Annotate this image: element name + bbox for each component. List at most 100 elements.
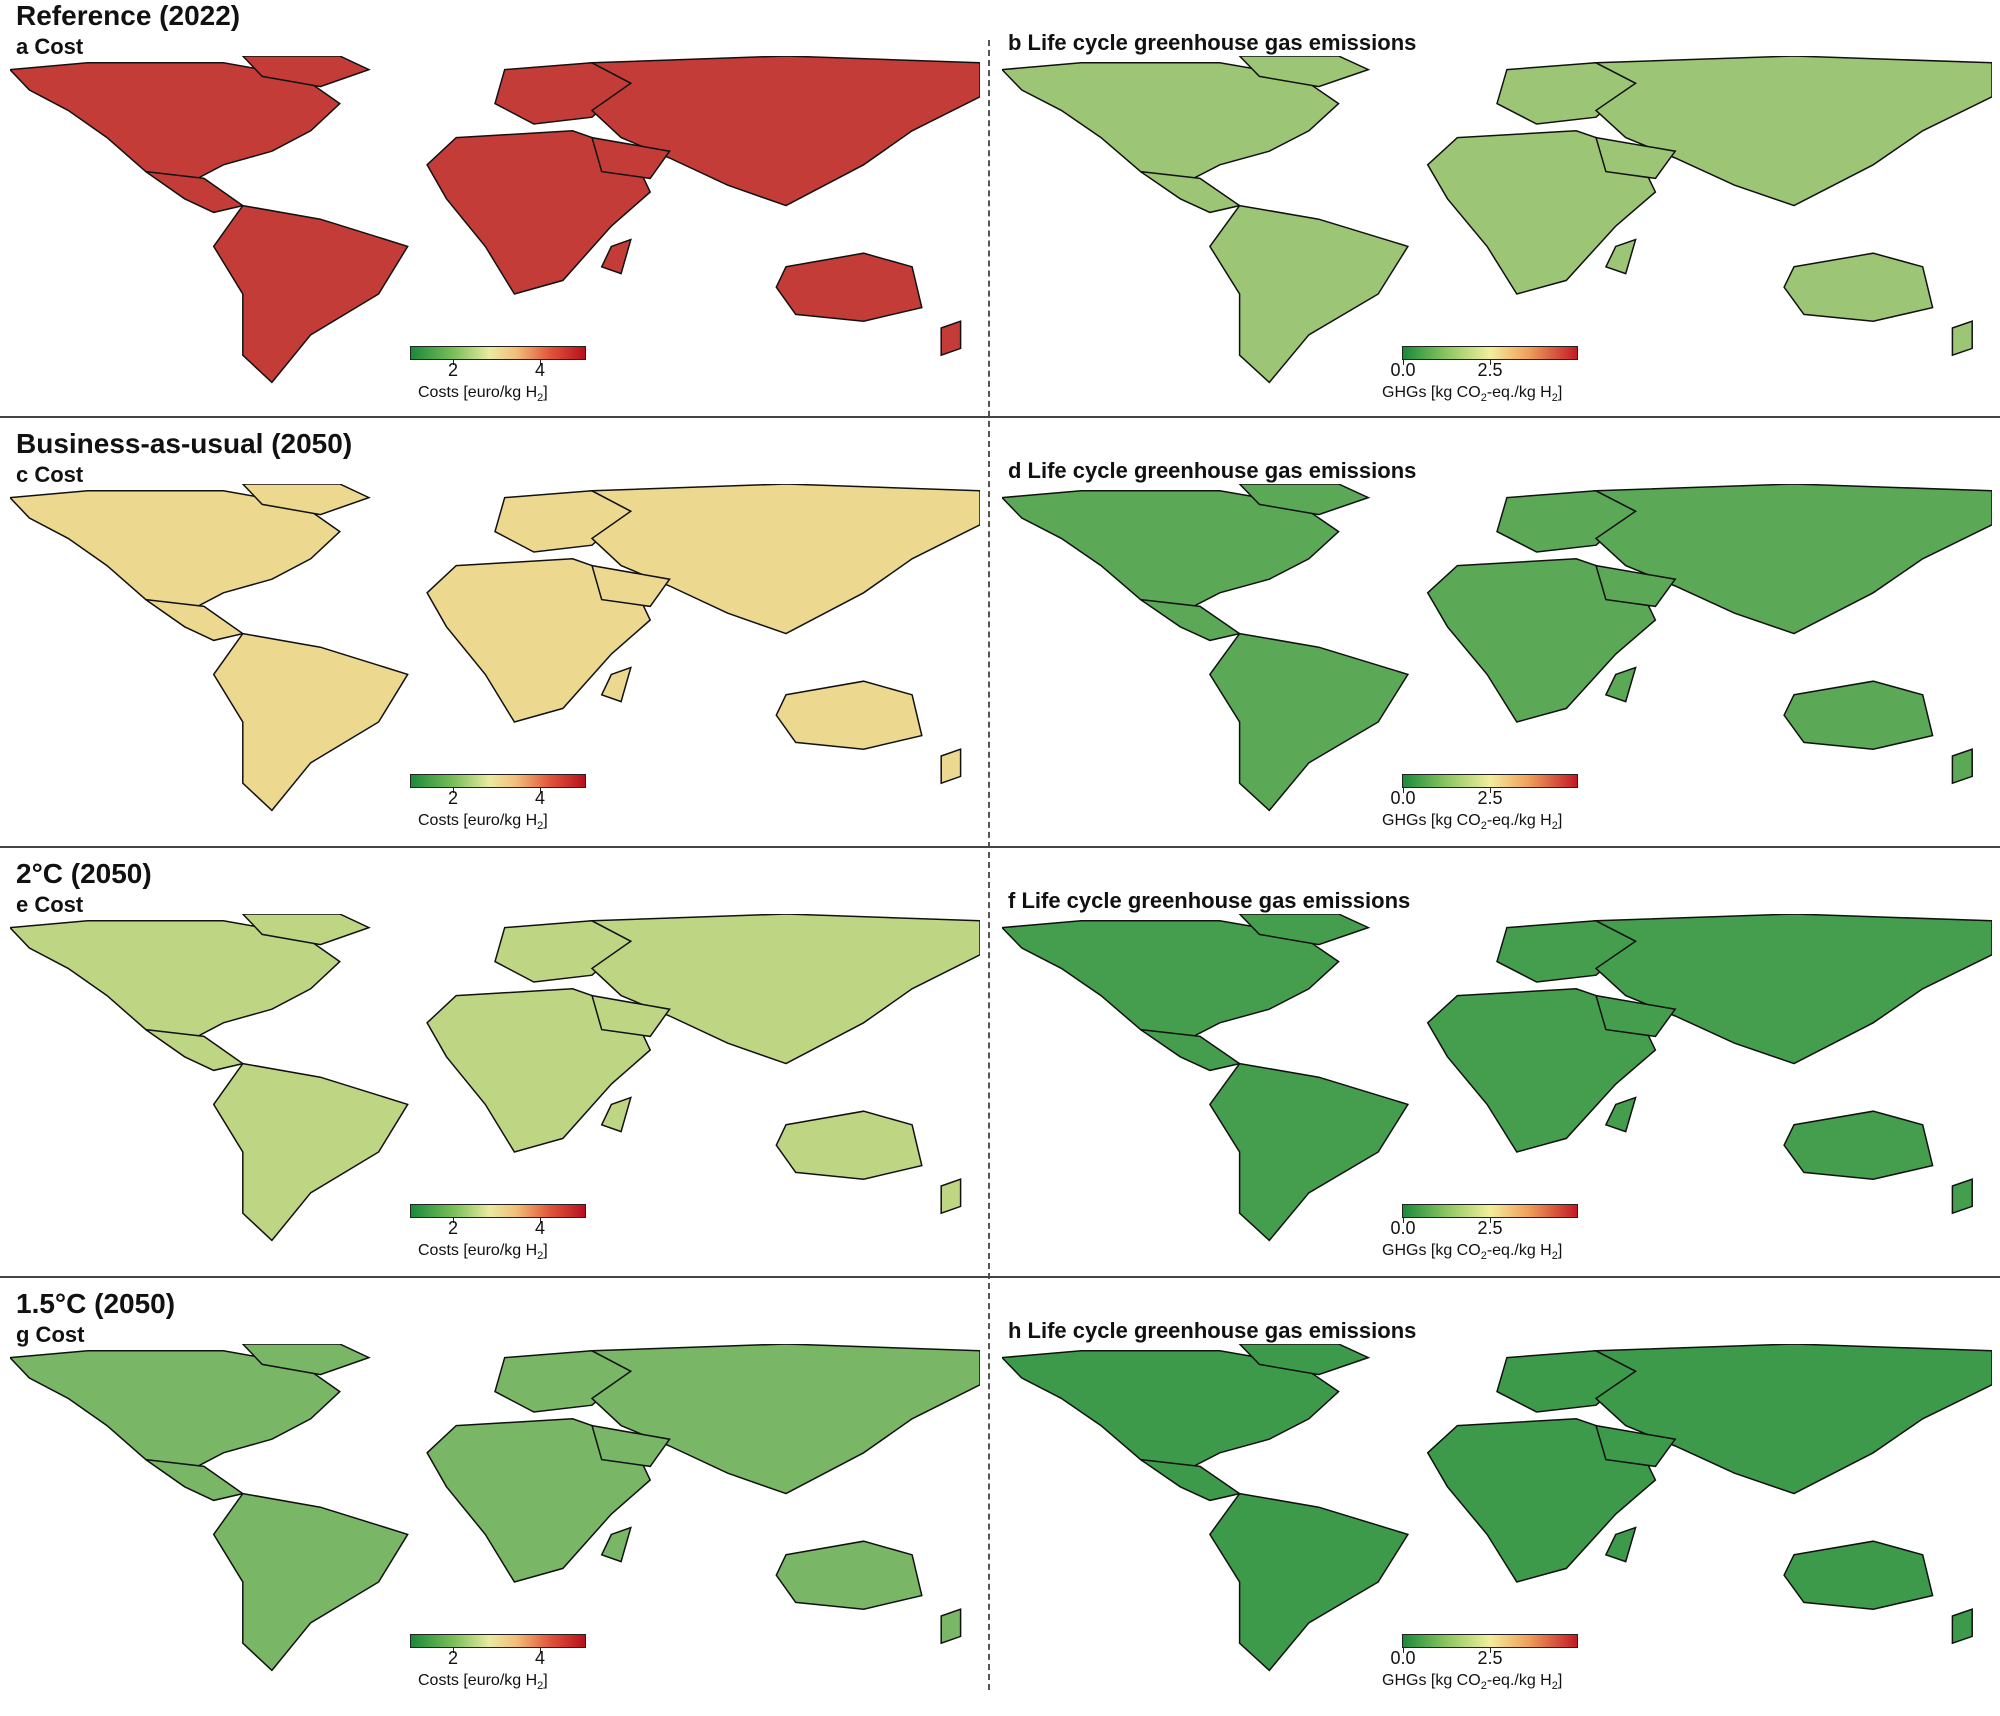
landmass-asia [1593,56,1992,207]
landmass-new-zealand [940,1608,962,1645]
landmass-north-america [1002,1350,1340,1475]
cost-tick-label: 2 [447,360,459,380]
ghg-tick-label: 2.5 [1477,360,1503,380]
landmass-central-america [1140,598,1242,642]
ghg-tick-label: 0.0 [1390,1218,1416,1238]
landmass-south-america [212,204,409,384]
landmass-south-america [1208,204,1410,384]
ghg-colorbar-title: GHGs [kg CO2-eq./kg H2] [1382,384,1563,405]
landmass-arabia [1594,1424,1677,1468]
cost-colorbar [410,1634,586,1648]
ghg-tick-label: 0.0 [1390,360,1416,380]
ghg-tick-label: 0.0 [1390,788,1416,808]
landmass-central-america [145,1458,245,1502]
cost-tick-label: 4 [534,360,546,380]
landmass-asia [589,914,980,1065]
landmass-asia [589,1344,980,1495]
landmass-new-zealand [1951,1178,1973,1215]
colorbar-tick [540,1648,541,1653]
cost-colorbar-title: Costs [euro/kg H2] [418,812,548,833]
landmass-arabia [1594,994,1677,1038]
colorbar-tick [453,788,454,793]
landmass-south-america [1208,1062,1410,1242]
ghg-colorbar-title: GHGs [kg CO2-eq./kg H2] [1382,1672,1563,1693]
landmass-arabia [590,994,671,1038]
landmass-madagascar [1604,666,1637,703]
row-title: Business-as-usual (2050) [16,428,353,459]
landmass-arabia [590,136,671,180]
landmass-madagascar [1604,238,1637,275]
landmass-greenland [241,56,371,88]
landmass-greenland [1238,914,1371,946]
landmass-australia [775,252,923,322]
landmass-central-america [145,1028,245,1072]
cost-tick-label: 2 [447,1218,459,1238]
landmass-south-america [212,632,409,812]
row-title: Reference (2022) [16,0,241,31]
cost-tick-label: 2 [447,1648,459,1668]
landmass-south-america [1208,1492,1410,1672]
ghg-tick-label: 2.5 [1477,1218,1503,1238]
cost-colorbar-title: Costs [euro/kg H2] [418,1672,548,1693]
landmass-north-america [10,62,341,187]
landmass-north-america [10,1350,341,1475]
landmass-north-america [10,490,341,615]
landmass-arabia [1594,564,1677,608]
ghg-colorbar [1402,1634,1578,1648]
landmass-asia [1593,484,1992,635]
row-reference: Reference (2022) a Cost b Life cycle gre… [0,0,2000,428]
landmass-australia [1783,1110,1934,1180]
landmass-new-zealand [940,1178,962,1215]
landmass-north-america [10,920,341,1045]
ghg-colorbar-title: GHGs [kg CO2-eq./kg H2] [1382,1242,1563,1263]
landmass-australia [1783,1540,1934,1610]
landmass-north-america [1002,490,1340,615]
ghg-colorbar [1402,346,1578,360]
landmass-south-america [1208,632,1410,812]
cost-map [10,56,980,384]
landmass-greenland [241,484,371,516]
landmass-madagascar [600,1096,632,1133]
ghg-tick-label: 2.5 [1477,788,1503,808]
cost-colorbar-title: Costs [euro/kg H2] [418,384,548,405]
landmass-south-america [212,1062,409,1242]
landmass-central-america [1140,1458,1242,1502]
ghg-map [1002,1344,1992,1672]
landmass-central-america [145,170,245,214]
panel-label-ghg: f Life cycle greenhouse gas emissions [1008,888,1411,913]
colorbar-tick [1403,1648,1404,1653]
landmass-greenland [241,1344,371,1376]
landmass-new-zealand [940,748,962,785]
landmass-madagascar [600,666,632,703]
landmass-asia [589,56,980,207]
cost-colorbar [410,1204,586,1218]
ghg-map [1002,484,1992,812]
landmass-australia [1783,680,1934,750]
cost-map [10,1344,980,1672]
landmass-new-zealand [1951,320,1973,357]
cost-colorbar [410,774,586,788]
colorbar-tick [453,1218,454,1223]
cost-tick-label: 4 [534,1648,546,1668]
colorbar-tick [540,360,541,365]
landmass-asia [1593,914,1992,1065]
panel-label-ghg: d Life cycle greenhouse gas emissions [1008,458,1417,483]
colorbar-tick [1403,788,1404,793]
row-divider [0,846,2000,848]
landmass-central-america [1140,1028,1242,1072]
colorbar-tick [540,1218,541,1223]
row-2c: 2°C (2050) e Cost f Life cycle greenhous… [0,858,2000,1286]
panel-label-cost: c Cost [16,462,84,487]
landmass-madagascar [600,238,632,275]
landmass-south-america [212,1492,409,1672]
cost-colorbar-title: Costs [euro/kg H2] [418,1242,548,1263]
row-divider [0,416,2000,418]
landmass-australia [775,680,923,750]
ghg-colorbar-title: GHGs [kg CO2-eq./kg H2] [1382,812,1563,833]
panel-label-cost: e Cost [16,892,84,917]
cost-tick-label: 2 [447,788,459,808]
landmass-greenland [1238,56,1371,88]
landmass-new-zealand [1951,1608,1973,1645]
panel-label-ghg: h Life cycle greenhouse gas emissions [1008,1318,1417,1343]
landmass-arabia [1594,136,1677,180]
